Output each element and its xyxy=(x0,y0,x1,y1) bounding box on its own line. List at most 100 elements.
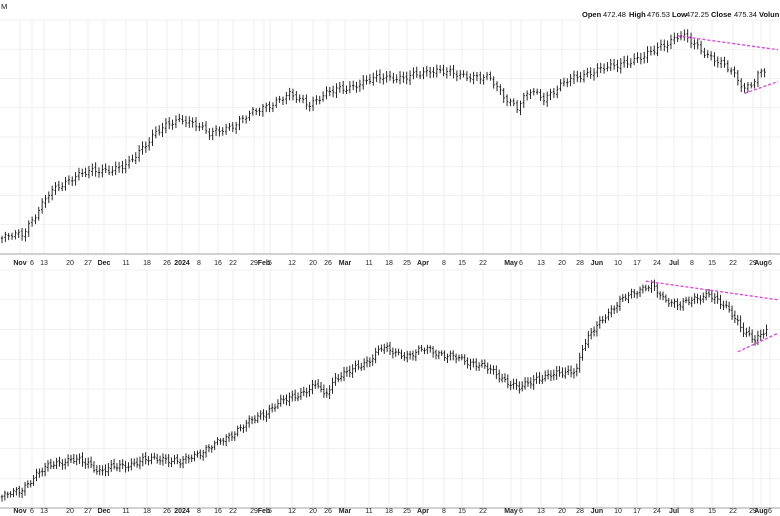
ohlc-bar xyxy=(250,416,254,425)
x-tick-label: 25 xyxy=(403,260,411,267)
ohlc-bar xyxy=(612,305,616,314)
ohlc-bar xyxy=(745,327,748,338)
ohlc-bar xyxy=(765,324,768,337)
ohlc-bar xyxy=(420,344,423,352)
ohlc-bar xyxy=(538,372,541,384)
ohlc-bar xyxy=(483,359,487,369)
ohlc-bar xyxy=(216,437,219,446)
ohlc-bar xyxy=(425,65,428,77)
ohlc-bar xyxy=(506,374,510,389)
ohlc-bar xyxy=(736,69,740,86)
ohlc-bar xyxy=(213,440,216,451)
ohlc-bar xyxy=(729,67,733,75)
ohlc-bar xyxy=(610,305,613,318)
ohlc-bar xyxy=(271,102,275,113)
ohlc-bar xyxy=(61,459,64,470)
x-tick-label: 11 xyxy=(122,260,129,267)
x-tick-label: Dec xyxy=(98,508,111,515)
ohlc-bar xyxy=(443,350,446,361)
ohlc-bar xyxy=(308,101,311,112)
ohlc-bar xyxy=(542,92,546,106)
ohlc-bar xyxy=(742,322,745,338)
ohlc-bar xyxy=(380,344,383,352)
x-tick-label: Jul xyxy=(669,508,679,515)
ohlc-bar xyxy=(117,161,121,173)
x-tick-label: 26 xyxy=(163,260,171,267)
ohlc-bar xyxy=(653,279,656,292)
ohlc-bar xyxy=(296,392,300,402)
x-tick-label: 8 xyxy=(690,260,694,267)
x-tick-label: 18 xyxy=(385,260,393,267)
x-tick-label: 8 xyxy=(197,260,201,267)
ohlc-bar xyxy=(196,450,199,458)
ohlc-bar xyxy=(204,121,208,134)
ohlc-bar xyxy=(630,288,633,299)
ohlc-bar xyxy=(285,92,288,105)
x-tick-label: Nov xyxy=(13,508,26,515)
x-tick-label: 20 xyxy=(66,508,74,515)
ohlc-bar xyxy=(746,82,750,93)
ohlc-bar xyxy=(595,321,599,337)
ohlc-bar xyxy=(339,372,343,382)
ohlc-bar xyxy=(342,366,346,382)
x-tick-label: 18 xyxy=(385,508,393,515)
ohlc-bar xyxy=(372,72,375,86)
x-tick-label: 18 xyxy=(143,260,151,267)
ohlc-bar xyxy=(228,123,231,131)
ohlc-bar xyxy=(7,232,10,241)
x-tick-label: 22 xyxy=(229,260,237,267)
x-tick-label: 16 xyxy=(214,508,222,515)
ohlc-bar xyxy=(526,377,530,387)
ohlc-bar xyxy=(434,349,438,360)
x-tick-label: 20 xyxy=(309,508,317,515)
ohlc-bar xyxy=(305,94,308,110)
ohlc-bar xyxy=(276,399,280,410)
ohlc-bar xyxy=(586,67,589,78)
x-tick-label: Aug xyxy=(754,260,768,267)
ohlc-bar xyxy=(411,350,415,361)
ohlc-bar xyxy=(352,80,355,91)
x-tick-label: 22 xyxy=(479,508,487,515)
ohlc-bar xyxy=(156,453,159,464)
ohlc-bar xyxy=(110,459,113,472)
ohlc-bar xyxy=(463,354,466,366)
ohlc-bar xyxy=(181,455,185,469)
ohlc-bar xyxy=(558,366,561,377)
ohlc-bar xyxy=(609,58,612,72)
ohlc-bar xyxy=(753,335,757,346)
ohlc-bar xyxy=(392,72,395,84)
ohlc-bar xyxy=(258,107,261,116)
ohlc-bar xyxy=(442,64,445,77)
ohlc-bar xyxy=(753,78,756,89)
ohlc-bar xyxy=(61,182,64,192)
ohlc-bar xyxy=(495,365,498,380)
x-tick-label: 2024 xyxy=(174,508,190,515)
x-tick-label: 29 xyxy=(250,260,258,267)
x-tick-label: 24 xyxy=(653,260,661,267)
ohlc-bar xyxy=(679,31,683,41)
ohlc-bar xyxy=(34,214,37,225)
ohlc-bar xyxy=(727,301,731,313)
ohlc-bar xyxy=(647,285,650,292)
ohlc-bar xyxy=(415,66,418,78)
ohlc-bar xyxy=(245,419,248,432)
x-tick-label: 6 xyxy=(30,260,34,267)
ohlc-bar xyxy=(555,366,558,380)
ohlc-bar xyxy=(265,410,268,422)
ohlc-bar xyxy=(716,292,719,304)
ohlc-bar xyxy=(107,165,111,176)
x-tick-label: 6 xyxy=(768,260,772,267)
ohlc-bar xyxy=(500,373,504,383)
ohlc-bar xyxy=(87,457,90,469)
ohlc-bar xyxy=(673,298,676,308)
ohlc-bar xyxy=(532,87,536,96)
ohlc-bar xyxy=(388,70,392,81)
ohlc-bar xyxy=(693,293,696,304)
ohlc-bar xyxy=(539,89,542,101)
ohlc-bar xyxy=(87,165,91,179)
ohlc-bar xyxy=(460,353,464,361)
ohlc-bar xyxy=(523,377,527,390)
ohlc-bar xyxy=(532,375,535,390)
